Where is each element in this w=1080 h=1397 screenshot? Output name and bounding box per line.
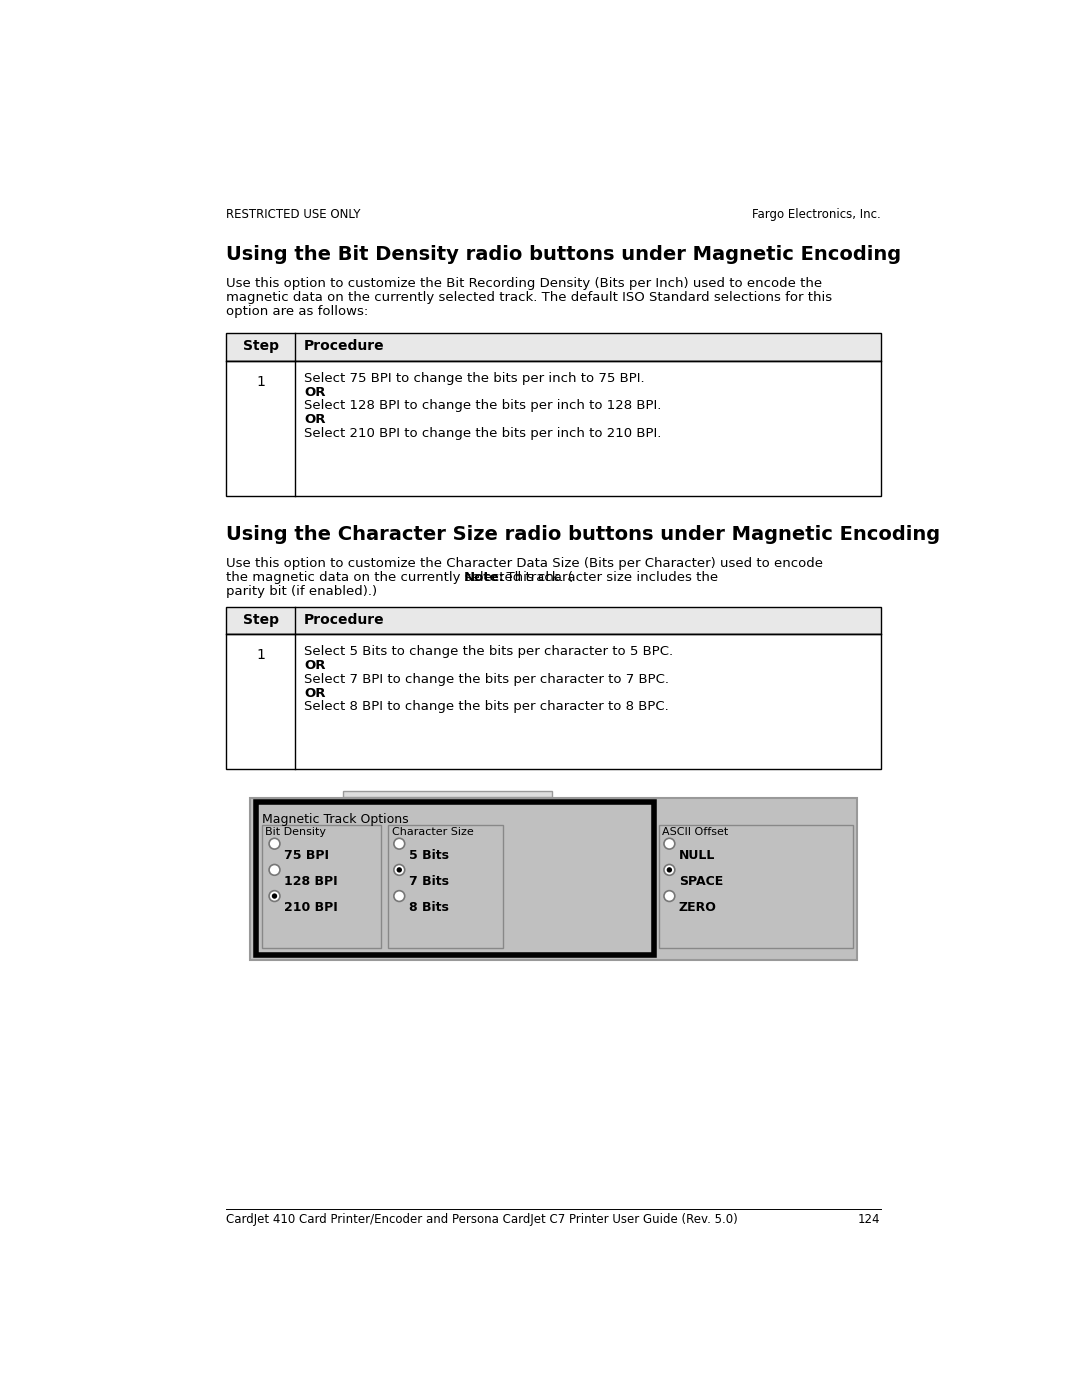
Text: 128 BPI: 128 BPI: [284, 876, 337, 888]
Text: Use this option to customize the Bit Recording Density (Bits per Inch) used to e: Use this option to customize the Bit Rec…: [227, 277, 823, 291]
Text: option are as follows:: option are as follows:: [227, 305, 368, 317]
FancyBboxPatch shape: [342, 791, 552, 796]
Text: Note:: Note:: [463, 571, 504, 584]
Circle shape: [396, 868, 402, 873]
Text: 1: 1: [256, 648, 265, 662]
Text: 1: 1: [256, 374, 265, 388]
Text: 124: 124: [858, 1214, 880, 1227]
Circle shape: [394, 891, 405, 901]
Text: 5 Bits: 5 Bits: [408, 849, 448, 862]
Text: ASCII Offset: ASCII Offset: [662, 827, 728, 837]
Text: Magnetic Track Options: Magnetic Track Options: [262, 813, 408, 826]
Circle shape: [666, 868, 672, 873]
Text: Procedure: Procedure: [303, 339, 384, 353]
Text: Procedure: Procedure: [303, 613, 384, 627]
FancyBboxPatch shape: [262, 826, 380, 949]
Text: magnetic data on the currently selected track. The default ISO Standard selectio: magnetic data on the currently selected …: [227, 291, 833, 303]
FancyBboxPatch shape: [389, 826, 503, 949]
Text: Step: Step: [243, 339, 279, 353]
Text: Select 128 BPI to change the bits per inch to 128 BPI.: Select 128 BPI to change the bits per in…: [303, 400, 661, 412]
FancyBboxPatch shape: [227, 360, 880, 496]
Text: Character Size: Character Size: [392, 827, 473, 837]
FancyBboxPatch shape: [227, 606, 880, 634]
Text: Using the Bit Density radio buttons under Magnetic Encoding: Using the Bit Density radio buttons unde…: [227, 244, 902, 264]
Text: Using the Character Size radio buttons under Magnetic Encoding: Using the Character Size radio buttons u…: [227, 525, 941, 543]
Text: OR: OR: [303, 686, 325, 700]
Text: NULL: NULL: [678, 849, 715, 862]
Text: OR: OR: [303, 659, 325, 672]
Circle shape: [269, 838, 280, 849]
Circle shape: [394, 838, 405, 849]
Text: 210 BPI: 210 BPI: [284, 901, 338, 915]
Circle shape: [394, 865, 405, 876]
Text: 8 Bits: 8 Bits: [408, 901, 448, 915]
FancyBboxPatch shape: [227, 334, 880, 360]
FancyBboxPatch shape: [256, 802, 653, 954]
Text: OR: OR: [303, 414, 325, 426]
Text: ZERO: ZERO: [678, 901, 716, 915]
Circle shape: [664, 891, 675, 901]
Text: the magnetic data on the currently selected track. (: the magnetic data on the currently selec…: [227, 571, 573, 584]
Text: Use this option to customize the Character Data Size (Bits per Character) used t: Use this option to customize the Charact…: [227, 557, 823, 570]
Text: SPACE: SPACE: [678, 876, 723, 888]
Text: CardJet 410 Card Printer/Encoder and Persona CardJet C7 Printer User Guide (Rev.: CardJet 410 Card Printer/Encoder and Per…: [227, 1214, 739, 1227]
Text: Select 7 BPI to change the bits per character to 7 BPC.: Select 7 BPI to change the bits per char…: [303, 673, 669, 686]
Text: OR: OR: [303, 386, 325, 398]
Text: parity bit (if enabled).): parity bit (if enabled).): [227, 585, 378, 598]
Text: RESTRICTED USE ONLY: RESTRICTED USE ONLY: [227, 208, 361, 221]
Text: Select 5 Bits to change the bits per character to 5 BPC.: Select 5 Bits to change the bits per cha…: [303, 645, 673, 658]
Text: This character size includes the: This character size includes the: [499, 571, 718, 584]
Circle shape: [664, 838, 675, 849]
Text: 7 Bits: 7 Bits: [408, 876, 448, 888]
Circle shape: [269, 891, 280, 901]
FancyBboxPatch shape: [249, 798, 858, 960]
Text: Step: Step: [243, 613, 279, 627]
Text: Select 8 BPI to change the bits per character to 8 BPC.: Select 8 BPI to change the bits per char…: [303, 700, 669, 714]
Text: Select 210 BPI to change the bits per inch to 210 BPI.: Select 210 BPI to change the bits per in…: [303, 427, 661, 440]
Text: Select 75 BPI to change the bits per inch to 75 BPI.: Select 75 BPI to change the bits per inc…: [303, 372, 645, 384]
Circle shape: [664, 865, 675, 876]
Circle shape: [269, 865, 280, 876]
Circle shape: [272, 893, 278, 898]
Text: Fargo Electronics, Inc.: Fargo Electronics, Inc.: [752, 208, 880, 221]
Text: 75 BPI: 75 BPI: [284, 849, 328, 862]
Text: Bit Density: Bit Density: [266, 827, 326, 837]
FancyBboxPatch shape: [659, 826, 852, 949]
FancyBboxPatch shape: [227, 634, 880, 768]
